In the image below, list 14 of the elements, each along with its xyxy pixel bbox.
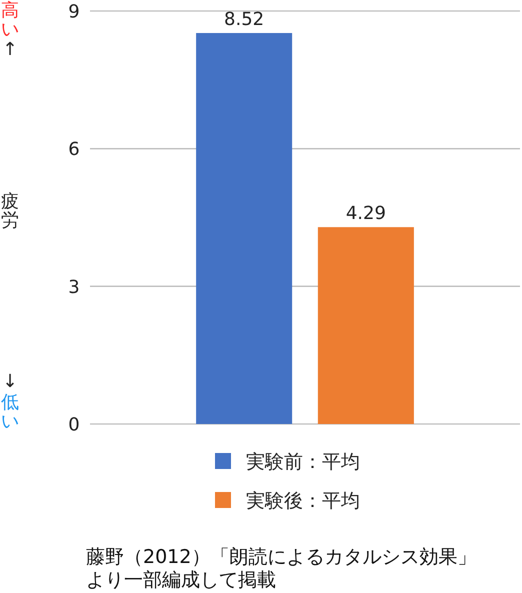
y-tick-label: 9 [68,2,80,22]
text: 低い [0,392,20,432]
y-tick-label: 3 [68,276,80,298]
y-axis-title: 疲労 [0,191,20,231]
data-label: 4.29 [346,203,386,224]
legend-label: 実験前：平均 [246,451,360,473]
data-label: 8.52 [224,9,264,30]
y-tick-label: 6 [68,139,80,160]
text: ↑ [1,39,19,60]
text: 高い [0,0,20,40]
text: 藤野（2012）「朗読によるカタルシス効果」より一部編成して掲載 [86,546,478,592]
y-tick-label: 0 [68,414,80,436]
text: ↓ [1,371,19,392]
legend-label: 実験後：平均 [246,490,360,512]
